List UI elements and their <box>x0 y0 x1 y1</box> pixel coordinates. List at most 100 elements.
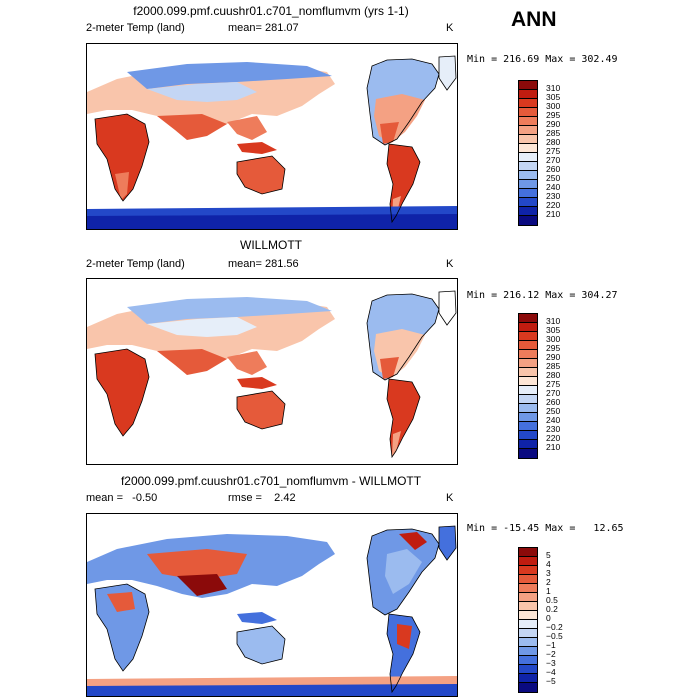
colorbar-tick-label: 3 <box>546 568 551 578</box>
colorbar-swatch <box>519 144 537 153</box>
colorbar-swatch <box>519 683 537 692</box>
panel-3-minmax: Min = -15.45 Max = 12.65 <box>467 523 624 534</box>
colorbar-tick-label: 295 <box>546 110 561 120</box>
colorbar-swatch <box>519 198 537 207</box>
colorbar-swatch <box>519 620 537 629</box>
colorbar-swatch <box>519 611 537 620</box>
panel-1-colorbar <box>518 80 538 226</box>
colorbar-swatch <box>519 216 537 225</box>
colorbar-swatch <box>519 332 537 341</box>
colorbar-tick-label: 280 <box>546 137 561 147</box>
colorbar-tick-label: 310 <box>546 316 561 326</box>
colorbar-tick-label: −0.5 <box>546 631 563 641</box>
colorbar-swatch <box>519 566 537 575</box>
colorbar-swatch <box>519 629 537 638</box>
colorbar-tick-label: 260 <box>546 164 561 174</box>
colorbar-swatch <box>519 674 537 683</box>
colorbar-tick-label: 220 <box>546 200 561 210</box>
colorbar-swatch <box>519 602 537 611</box>
colorbar-tick-label: 305 <box>546 92 561 102</box>
panel-2-units: K <box>446 258 454 270</box>
panel-1-map <box>86 43 458 230</box>
colorbar-swatch <box>519 314 537 323</box>
panel-2-minmax: Min = 216.12 Max = 304.27 <box>467 290 618 301</box>
panel-3-map <box>86 513 458 697</box>
colorbar-swatch <box>519 557 537 566</box>
colorbar-swatch <box>519 584 537 593</box>
colorbar-swatch <box>519 665 537 674</box>
colorbar-tick-label: 0.5 <box>546 595 558 605</box>
panel-2-title: WILLMOTT <box>240 238 302 252</box>
panel-1-minmax: Min = 216.69 Max = 302.49 <box>467 54 618 65</box>
colorbar-swatch <box>519 575 537 584</box>
panel-1-colorbar-labels: 310 305 300 295 290 285 280 275 270 260 250 240 230 2… <box>546 84 560 219</box>
colorbar-tick-label: 310 <box>546 83 561 93</box>
colorbar-swatch <box>519 656 537 665</box>
colorbar-tick-label: 275 <box>546 379 561 389</box>
colorbar-tick-label: 2 <box>546 577 551 587</box>
colorbar-tick-label: 260 <box>546 397 561 407</box>
colorbar-tick-label: 0.2 <box>546 604 558 614</box>
colorbar-tick-label: −4 <box>546 667 556 677</box>
colorbar-swatch <box>519 81 537 90</box>
colorbar-swatch <box>519 431 537 440</box>
colorbar-swatch <box>519 377 537 386</box>
colorbar-swatch <box>519 108 537 117</box>
panel-3-colorbar-labels: 5 4 3 2 1 0.5 0.2 0 −0.2 −0.5 −1 −2 −3 −4 −5 <box>546 551 563 686</box>
colorbar-swatch <box>519 126 537 135</box>
colorbar-tick-label: 250 <box>546 173 561 183</box>
panel-1-mean: mean= 281.07 <box>228 22 299 34</box>
panel-3-units: K <box>446 492 454 504</box>
panel-2-mean: mean= 281.56 <box>228 258 299 270</box>
colorbar-swatch <box>519 413 537 422</box>
colorbar-tick-label: −5 <box>546 676 556 686</box>
colorbar-swatch <box>519 341 537 350</box>
season-label: ANN <box>511 8 557 31</box>
panel-3-colorbar <box>518 547 538 693</box>
colorbar-tick-label: −1 <box>546 640 556 650</box>
colorbar-tick-label: −3 <box>546 658 556 668</box>
panel-1-variable: 2-meter Temp (land) <box>86 22 185 34</box>
colorbar-tick-label: 285 <box>546 361 561 371</box>
colorbar-swatch <box>519 404 537 413</box>
colorbar-tick-label: 280 <box>546 370 561 380</box>
colorbar-swatch <box>519 323 537 332</box>
colorbar-tick-label: 240 <box>546 415 561 425</box>
panel-3-title: f2000.099.pmf.cuushr01.c701_nomflumvm - … <box>120 474 422 488</box>
colorbar-swatch <box>519 638 537 647</box>
colorbar-swatch <box>519 99 537 108</box>
panel-3-mean: mean = -0.50 <box>86 492 158 504</box>
panel-2-variable: 2-meter Temp (land) <box>86 258 185 270</box>
colorbar-swatch <box>519 189 537 198</box>
colorbar-swatch <box>519 368 537 377</box>
colorbar-swatch <box>519 171 537 180</box>
colorbar-tick-label: 240 <box>546 182 561 192</box>
colorbar-tick-label: −0.2 <box>546 622 563 632</box>
colorbar-tick-label: 300 <box>546 334 561 344</box>
colorbar-swatch <box>519 162 537 171</box>
colorbar-swatch <box>519 350 537 359</box>
colorbar-tick-label: 275 <box>546 146 561 156</box>
panel-3-rmse: rmse = 2.42 <box>228 492 296 504</box>
colorbar-tick-label: 270 <box>546 388 561 398</box>
colorbar-swatch <box>519 359 537 368</box>
colorbar-tick-label: 285 <box>546 128 561 138</box>
colorbar-swatch <box>519 386 537 395</box>
colorbar-swatch <box>519 449 537 458</box>
panel-1-title: f2000.099.pmf.cuushr01.c701_nomflumvm (y… <box>133 4 409 18</box>
colorbar-swatch <box>519 647 537 656</box>
colorbar-swatch <box>519 117 537 126</box>
colorbar-swatch <box>519 548 537 557</box>
panel-2-colorbar <box>518 313 538 459</box>
colorbar-tick-label: 4 <box>546 559 551 569</box>
colorbar-swatch <box>519 395 537 404</box>
colorbar-tick-label: 210 <box>546 209 561 219</box>
colorbar-tick-label: 250 <box>546 406 561 416</box>
panel-1-units: K <box>446 22 454 34</box>
colorbar-swatch <box>519 207 537 216</box>
colorbar-tick-label: 230 <box>546 424 561 434</box>
colorbar-tick-label: 210 <box>546 442 561 452</box>
colorbar-tick-label: 300 <box>546 101 561 111</box>
panel-2-map <box>86 278 458 465</box>
colorbar-tick-label: 270 <box>546 155 561 165</box>
